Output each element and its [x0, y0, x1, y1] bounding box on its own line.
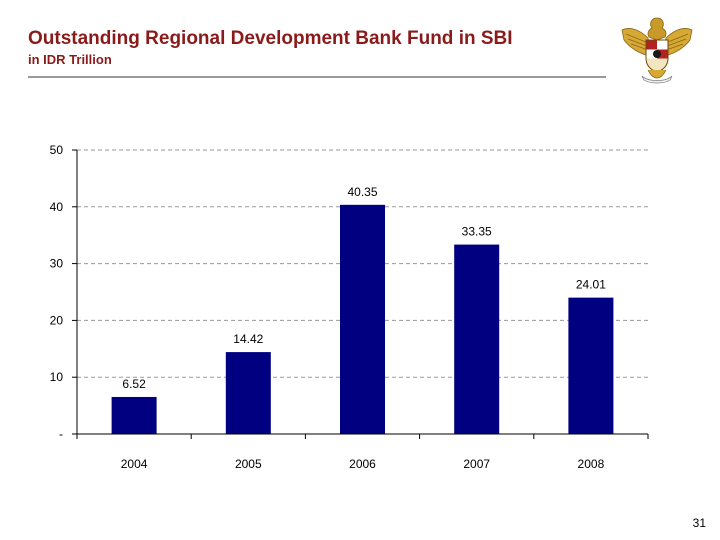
- page-number: 31: [692, 516, 706, 530]
- y-tick-label: 20: [50, 313, 64, 327]
- title-divider: [28, 76, 606, 78]
- bar-2008: [568, 297, 614, 434]
- bar-2007: [454, 244, 500, 434]
- data-label: 14.42: [233, 332, 263, 346]
- data-labels: 6.52 14.42 40.35 33.35 24.01: [122, 185, 606, 391]
- y-tick-label: -: [59, 427, 63, 441]
- y-tick-label: 40: [50, 200, 64, 214]
- y-tick-label: 30: [50, 257, 64, 271]
- x-tick-label: 2004: [121, 457, 148, 471]
- x-tick-label: 2006: [349, 457, 376, 471]
- data-label: 24.01: [576, 278, 606, 292]
- data-label: 40.35: [347, 185, 377, 199]
- data-label: 6.52: [122, 377, 146, 391]
- x-tick-label: 2008: [578, 457, 605, 471]
- y-tick-label: 50: [50, 143, 64, 157]
- page-subtitle: in IDR Trillion: [28, 52, 112, 67]
- y-tick-label: 10: [50, 370, 64, 384]
- page-title: Outstanding Regional Development Bank Fu…: [28, 28, 513, 49]
- bars: [111, 204, 614, 434]
- axes: - 10 20 30 40 50 2004 2005 2006 2007 2008: [50, 143, 649, 471]
- bar-2004: [111, 396, 157, 434]
- x-tick-label: 2005: [235, 457, 262, 471]
- garuda-emblem-icon: [621, 17, 693, 84]
- bar-2006: [340, 204, 385, 434]
- data-label: 33.35: [462, 225, 492, 239]
- bar-2005: [225, 352, 271, 434]
- x-tick-label: 2007: [463, 457, 490, 471]
